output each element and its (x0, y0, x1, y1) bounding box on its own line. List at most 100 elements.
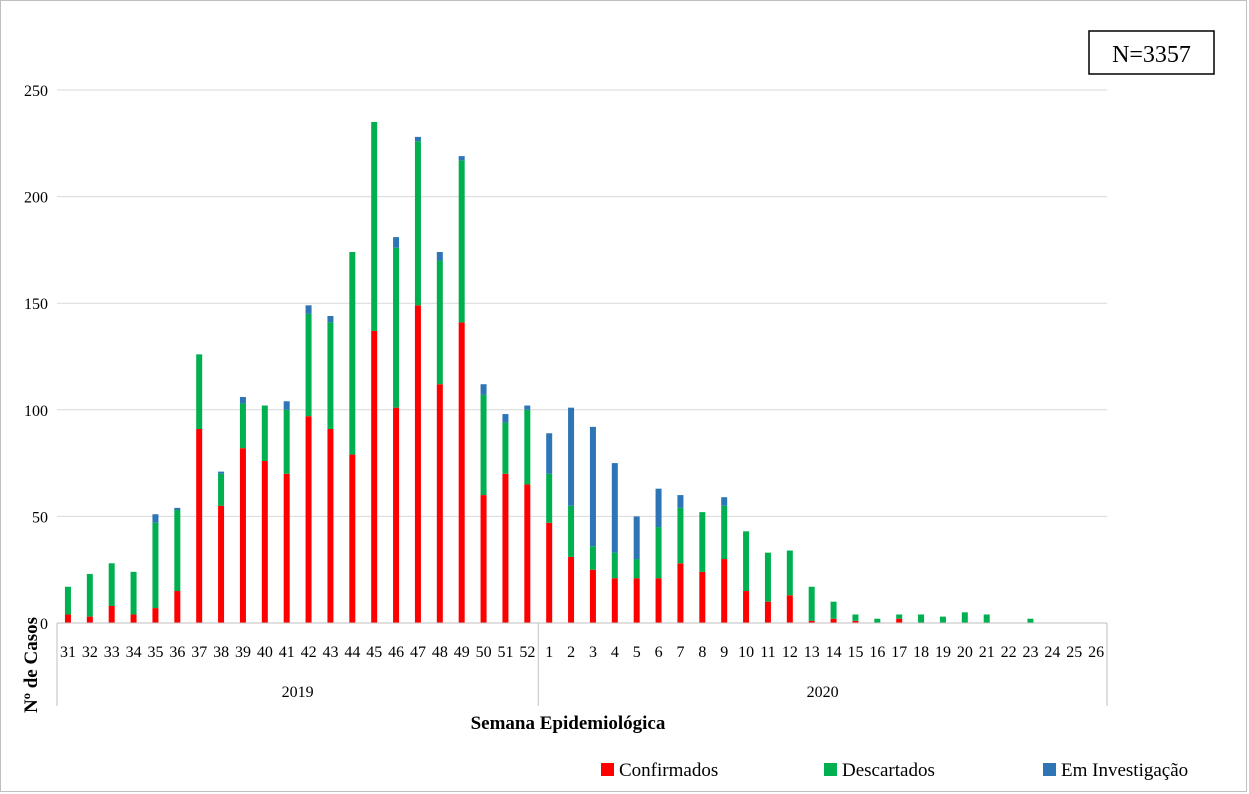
y-tick-label: 250 (24, 83, 48, 100)
x-tick-label: 38 (213, 644, 229, 661)
bar-descartados (86, 573, 93, 617)
bar-confirmados (808, 620, 815, 623)
bar-em-investigacao (152, 514, 159, 523)
x-tick-label: 18 (913, 644, 929, 661)
x-tick-label: 19 (935, 644, 951, 661)
legend-item: Descartados (824, 760, 935, 781)
bar-confirmados (546, 522, 553, 623)
bar-descartados (64, 586, 71, 615)
bar-descartados (458, 160, 465, 323)
bar-confirmados (174, 591, 181, 623)
bar-em-investigacao (524, 405, 531, 410)
bar-descartados (327, 322, 334, 429)
bar-em-investigacao (721, 497, 728, 506)
legend-item: Em Investigação (1043, 760, 1188, 781)
bar-confirmados (130, 614, 137, 623)
x-group-label: 2020 (807, 684, 839, 701)
bar-descartados (677, 507, 684, 564)
bar-descartados (1027, 618, 1034, 623)
bar-descartados (239, 403, 246, 449)
bar-confirmados (677, 563, 684, 623)
bar-confirmados (568, 556, 575, 623)
x-tick-label: 40 (257, 644, 273, 661)
bar-confirmados (480, 495, 487, 623)
bar-descartados (108, 563, 115, 606)
bar-em-investigacao (414, 136, 421, 142)
legend-label: Descartados (842, 760, 935, 781)
bar-confirmados (524, 484, 531, 623)
bar-em-investigacao (611, 463, 618, 553)
x-tick-label: 45 (366, 644, 382, 661)
bar-confirmados (721, 559, 728, 623)
bar-descartados (174, 510, 181, 592)
legend-item: Confirmados (601, 760, 718, 781)
x-tick-label: 44 (344, 644, 360, 661)
bar-confirmados (611, 578, 618, 623)
bar-em-investigacao (305, 305, 312, 314)
y-tick-label: 0 (40, 616, 48, 633)
x-tick-label: 32 (82, 644, 98, 661)
bar-em-investigacao (174, 507, 181, 511)
x-tick-label: 41 (279, 644, 295, 661)
bar-descartados (371, 121, 378, 331)
bar-em-investigacao (633, 516, 640, 560)
gridlines (57, 89, 1107, 517)
legend: Confirmados Descartados Em Investigação (601, 760, 1188, 781)
bar-confirmados (830, 618, 837, 623)
bar-em-investigacao (436, 252, 443, 261)
x-tick-label: 15 (847, 644, 863, 661)
legend-swatch (601, 763, 614, 776)
bar-descartados (743, 531, 750, 592)
bar-confirmados (699, 571, 706, 623)
bar-em-investigacao (568, 407, 575, 506)
bar-em-investigacao (655, 488, 662, 528)
bar-descartados (218, 473, 225, 506)
x-tick-label: 52 (519, 644, 535, 661)
bar-descartados (961, 612, 968, 623)
y-tick-label: 50 (32, 509, 48, 526)
x-tick-label: 10 (738, 644, 754, 661)
x-tick-label: 2 (567, 644, 575, 661)
bar-confirmados (152, 608, 159, 623)
bar-descartados (655, 527, 662, 579)
bar-descartados (633, 559, 640, 579)
bar-descartados (393, 247, 400, 408)
x-tick-label: 51 (497, 644, 513, 661)
x-tick-label: 7 (676, 644, 684, 661)
x-tick-label: 34 (126, 644, 142, 661)
bar-confirmados (743, 591, 750, 623)
x-tick-label: 4 (611, 644, 619, 661)
bar-descartados (699, 512, 706, 572)
x-tick-label: 25 (1066, 644, 1082, 661)
x-tick-label: 8 (698, 644, 706, 661)
x-tick-label: 22 (1001, 644, 1017, 661)
x-tick-label: 37 (191, 644, 207, 661)
x-axis: 31 32 33 34 35 36 37 38 39 40 41 42 43 44 45 46 47 48 49 50… (56, 622, 1108, 706)
bar-descartados (568, 505, 575, 557)
bar-confirmados (764, 601, 771, 623)
x-tick-label: 13 (804, 644, 820, 661)
bar-confirmados (86, 616, 93, 623)
x-tick-label: 17 (891, 644, 907, 661)
bar-series (64, 121, 1034, 623)
x-tick-label: 47 (410, 644, 426, 661)
bar-descartados (502, 422, 509, 474)
bar-em-investigacao (239, 397, 246, 404)
n-total-label: N=3357 (1112, 42, 1191, 68)
bar-descartados (983, 614, 990, 623)
bar-descartados (261, 405, 268, 461)
bar-descartados (830, 601, 837, 619)
bar-descartados (305, 313, 312, 417)
x-tick-label: 14 (826, 644, 842, 661)
bar-confirmados (218, 505, 225, 623)
bar-descartados (611, 552, 618, 579)
x-tick-label: 35 (147, 644, 163, 661)
x-tick-label: 11 (760, 644, 775, 661)
bar-confirmados (261, 460, 268, 623)
bar-descartados (196, 354, 203, 429)
x-tick-label: 26 (1088, 644, 1104, 661)
bar-em-investigacao (502, 414, 509, 423)
bar-descartados (589, 546, 596, 570)
bar-confirmados (414, 305, 421, 623)
